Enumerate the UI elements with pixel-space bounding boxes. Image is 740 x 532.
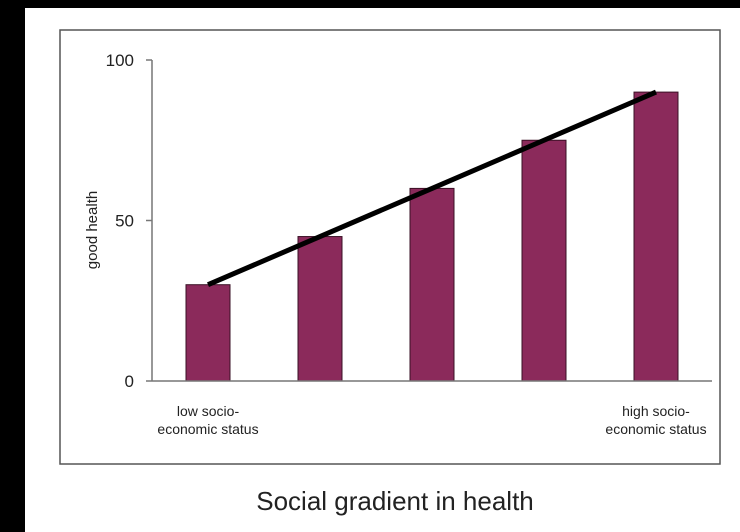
x-tick-label: high socio-economic status [605,403,706,437]
x-tick-label: low socio-economic status [157,403,258,437]
y-tick-label: 0 [125,372,134,391]
bar [521,139,567,382]
y-tick-label: 100 [106,51,134,70]
bar [409,187,455,382]
y-axis-label: good health [84,191,101,269]
y-tick-label: 50 [115,212,134,231]
bar [633,91,679,382]
chart-title: Social gradient in health [256,486,534,516]
trend-line [207,89,657,287]
bar [297,236,343,382]
bar [185,284,231,382]
chart-frame [59,29,721,465]
